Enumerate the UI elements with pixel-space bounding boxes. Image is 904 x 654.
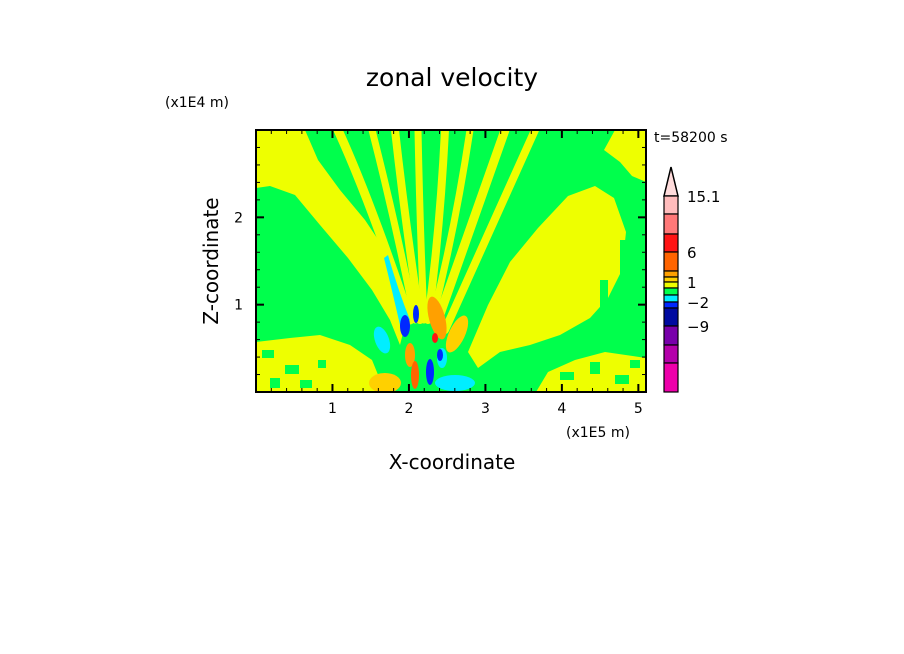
colorbar-segment bbox=[663, 281, 679, 289]
x-tick-label: 4 bbox=[557, 401, 566, 417]
colorbar-segment bbox=[663, 276, 679, 283]
colorbar-label: 15.1 bbox=[687, 188, 720, 206]
colorbar-label: 6 bbox=[687, 244, 697, 262]
contour-yellow-stripes bbox=[333, 130, 539, 334]
x-tick-label: 5 bbox=[634, 401, 643, 417]
colorbar-segment bbox=[663, 307, 679, 327]
colorbar-segment bbox=[663, 270, 679, 278]
chart-title: zonal velocity bbox=[366, 63, 538, 92]
contour-warm-blobs bbox=[369, 296, 469, 392]
colorbar: 15.1 6 1 −2 −9 bbox=[663, 166, 720, 393]
axes: 1 2 3 4 5 1 2 bbox=[234, 130, 646, 417]
plot-frame bbox=[255, 129, 647, 393]
colorbar-segment bbox=[663, 301, 679, 309]
colorbar-segment bbox=[663, 233, 679, 253]
colorbar-segment bbox=[663, 287, 679, 296]
contour-green-speckle-right bbox=[560, 240, 640, 384]
x-tick-label: 2 bbox=[404, 401, 413, 417]
x-tick-label: 1 bbox=[328, 401, 337, 417]
time-label: t=58200 s bbox=[654, 130, 728, 146]
colorbar-segment bbox=[663, 344, 679, 364]
colorbar-label: 1 bbox=[687, 274, 697, 292]
contour-green-speckle-left bbox=[256, 330, 326, 388]
y-tick-label: 1 bbox=[234, 298, 243, 314]
contour-yellow-right bbox=[468, 186, 626, 368]
contour-cool-blobs bbox=[373, 255, 475, 391]
contour-yellow-left bbox=[256, 130, 405, 345]
colorbar-segment bbox=[663, 251, 679, 272]
colorbar-extend-arrow bbox=[663, 166, 679, 197]
contour-field bbox=[256, 130, 646, 392]
colorbar-label: −2 bbox=[687, 294, 709, 312]
colorbar-label: −9 bbox=[687, 318, 709, 336]
x-unit-label: (x1E5 m) bbox=[566, 425, 630, 441]
y-axis-label: Z-coordinate bbox=[199, 197, 223, 324]
colorbar-segment bbox=[663, 294, 679, 303]
y-tick-label: 2 bbox=[234, 210, 243, 226]
contour-yellow-topright bbox=[604, 130, 646, 182]
colorbar-segment bbox=[663, 213, 679, 235]
y-unit-label: (x1E4 m) bbox=[165, 95, 229, 111]
colorbar-segment bbox=[663, 362, 679, 393]
colorbar-segment bbox=[663, 195, 679, 215]
x-tick-label: 3 bbox=[481, 401, 490, 417]
colorbar-segment bbox=[663, 325, 679, 346]
x-axis-label: X-coordinate bbox=[389, 450, 516, 474]
